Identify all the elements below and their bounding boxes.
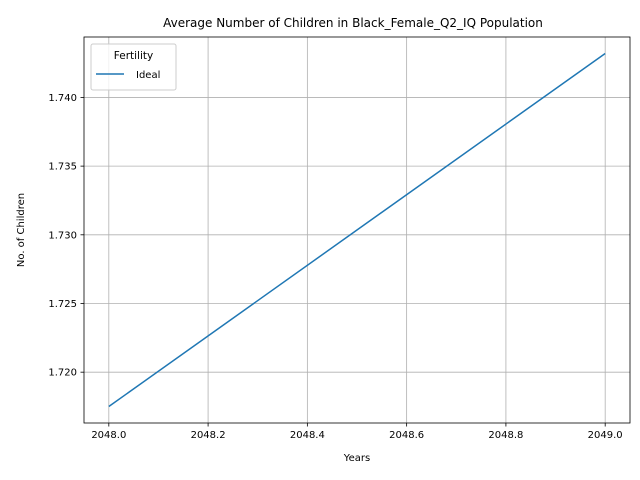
series-line-0 [108,52,606,408]
y-tick-label: 1.720 [48,368,77,379]
y-tick-label: 1.730 [48,230,77,241]
legend-box [90,43,177,91]
y-axis-label: No. of Children [16,193,27,267]
y-tick-label: 1.725 [48,299,77,310]
x-tick-label: 2048.0 [91,430,126,441]
series-layer [108,52,606,408]
legend-entry-label: Ideal [136,70,160,81]
x-tick-label: 2048.2 [191,430,226,441]
plot-frame [83,36,631,424]
legend-title: Fertility [114,50,153,62]
y-tick-label: 1.740 [48,93,77,104]
grid [84,37,630,423]
y-tick-label: 1.735 [48,162,77,173]
x-tick-label: 2048.6 [389,430,424,441]
y-axis-ticks: 1.720 1.725 1.730 1.735 1.740 [48,93,84,379]
x-axis-ticks: 2048.0 2048.2 2048.4 2048.6 2048.8 2049.0 [91,423,623,441]
x-tick-label: 2048.8 [488,430,523,441]
chart-title: Average Number of Children in Black_Fema… [163,16,543,30]
x-tick-label: 2048.4 [290,430,325,441]
x-tick-label: 2049.0 [588,430,623,441]
x-axis-label: Years [343,453,370,464]
legend: Fertility Ideal [90,43,177,91]
